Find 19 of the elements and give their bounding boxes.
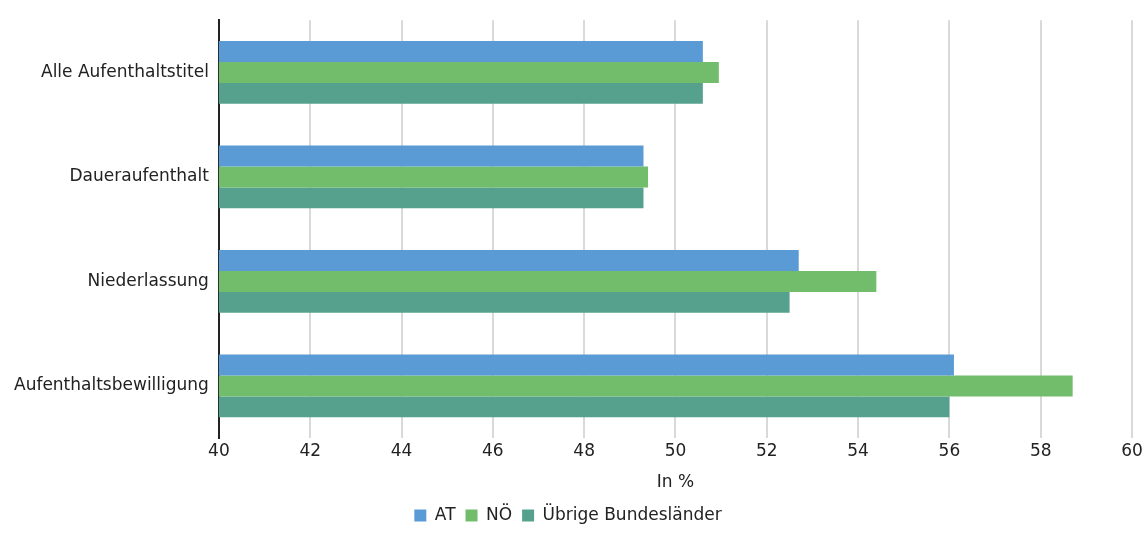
y-tick-label: Daueraufenthalt — [69, 165, 210, 186]
x-tick-label: 46 — [482, 439, 504, 460]
x-tick-label: 60 — [1121, 439, 1143, 460]
x-tick-label: 44 — [390, 439, 413, 460]
y-tick-label: Aufenthaltsbewilligung — [14, 374, 209, 395]
x-tick-label: 56 — [938, 439, 961, 460]
x-axis-title: In % — [656, 471, 695, 492]
x-tick-label: 50 — [664, 439, 687, 460]
y-tick-label: Niederlassung — [87, 269, 209, 290]
y-tick-label: Alle Aufenthaltstitel — [41, 60, 209, 81]
x-tick-label: 58 — [1029, 439, 1052, 460]
x-tick-label: 42 — [299, 439, 322, 460]
x-tick-label: 48 — [573, 439, 595, 460]
x-tick-label: 52 — [755, 439, 778, 460]
legend-label: NÖ — [486, 502, 513, 524]
x-tick-label: 40 — [208, 439, 230, 460]
x-tick-label: 54 — [847, 439, 869, 460]
legend-label: AT — [434, 503, 457, 524]
legend-label: Übrige Bundesländer — [542, 502, 722, 524]
